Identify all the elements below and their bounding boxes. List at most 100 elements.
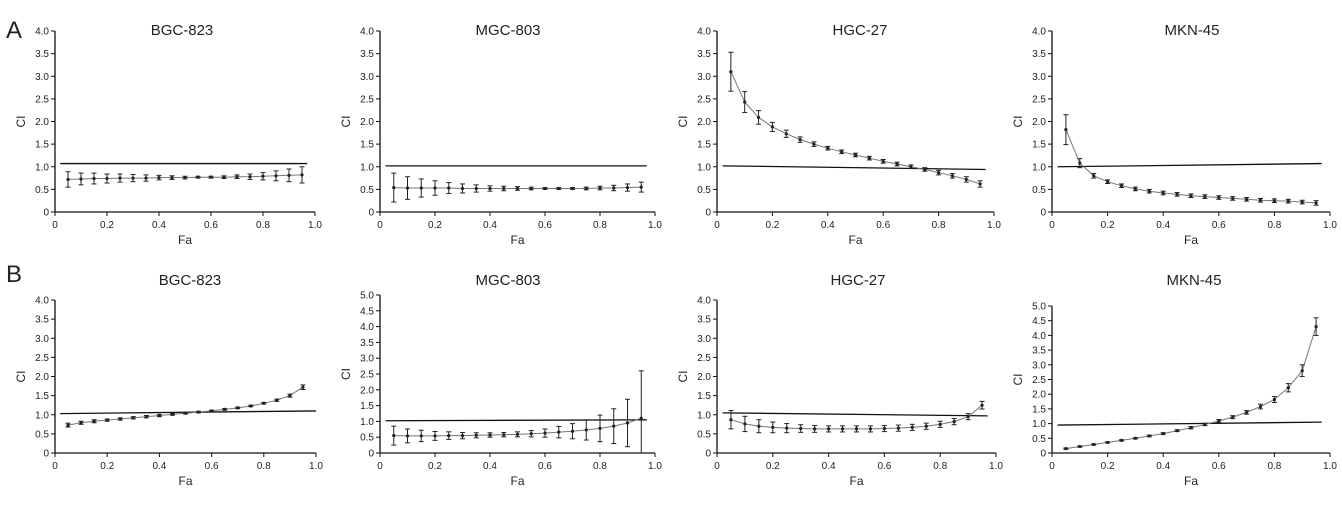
x-tick-label: 0.4 [483,461,497,472]
y-tick-label: 0.5 [697,429,711,440]
y-tick-label: 0 [1040,449,1046,460]
x-axis-label: Fa [1184,233,1198,247]
data-point [405,186,410,190]
x-tick-label: 0.8 [932,220,946,231]
x-tick-label: 0.2 [765,220,779,231]
y-tick-label: 2.5 [697,353,711,364]
data-point [474,186,478,191]
x-tick-label: 0 [52,461,58,472]
data-point [118,176,122,180]
data-point [853,153,858,157]
data-point [79,421,83,425]
y-tick-label: 2.5 [1032,375,1046,386]
data-point [529,432,533,436]
y-tick-label: 2.5 [1032,94,1046,105]
data-point [543,186,547,191]
data-point [840,150,844,154]
data-point [639,416,643,420]
chart-a-mgc-803: MGC-803 0 0.5 1.0 1.5 2.0 2.5 3.0 3.5 4.0 0 0.2 0.4 0… [339,22,662,247]
reference-line-ci-1 [722,165,986,171]
chart-title: HGC-27 [830,272,885,289]
data-point [447,434,451,438]
data-point [79,177,83,181]
data-point [964,177,968,182]
y-tick-label: 2.5 [360,370,374,381]
x-tick-label: 0.4 [821,220,835,231]
panel-label-b: B [6,261,22,288]
data-point [1147,189,1151,193]
chart-b-mkn-45: MKN-45 0 0.5 1.0 1.5 2.0 2.5 3.0 3.5 4.0 4.5 5.0 0 0.… [1011,272,1337,488]
y-tick-label: 3.5 [697,49,711,60]
y-tick-label: 0.5 [360,185,374,196]
data-point [1161,431,1165,436]
data-point [170,176,174,180]
data-point [1314,324,1318,329]
data-point [826,146,830,150]
y-tick-label: 1.0 [360,162,374,173]
chart-title: HGC-27 [832,22,887,39]
chart-title: MKN-45 [1164,22,1219,39]
x-tick-label: 0.6 [1212,461,1226,472]
y-tick-label: 2.0 [697,372,711,383]
data-point [557,430,561,434]
x-tick-label: 0.8 [933,461,947,472]
data-point [612,424,616,428]
data-point [262,401,266,405]
data-point [392,185,396,190]
y-tick-label: 4.0 [35,296,49,307]
data-point [529,186,533,191]
y-tick-label: 3.0 [35,334,49,345]
y-tick-label: 4.0 [697,27,711,38]
data-point [598,186,602,190]
x-tick-label: 0.4 [1156,220,1170,231]
y-tick-label: 3.0 [35,72,49,83]
data-point [1231,415,1235,419]
data-point [896,426,900,430]
data-point [274,174,278,178]
data-point [105,418,109,422]
x-tick-label: 0.4 [822,461,836,472]
x-tick-label: 1.0 [309,461,323,472]
data-point [743,422,747,426]
y-tick-label: 4.5 [1032,316,1046,327]
y-tick-label: 2.5 [360,94,374,105]
y-tick-label: 2.5 [35,353,49,364]
data-point [1272,199,1276,203]
chart-a-bgc-823: BGC-823 0 0.5 1.0 1.5 2.0 2.5 3.0 3.5 4.0 0 0.2 0.4 0… [14,22,322,247]
y-tick-label: 3.0 [697,72,711,83]
data-point [474,433,478,437]
y-tick-label: 0.5 [697,185,711,196]
chart-a-mkn-45: MKN-45 0 0.5 1.0 1.5 2.0 2.5 3.0 3.5 4.0 0 0.2 0.4 0.… [1011,22,1337,247]
data-point [812,142,816,146]
y-tick-label: 4.5 [360,306,374,317]
x-axis-label: Fa [849,474,863,488]
y-tick-label: 0.5 [1032,185,1046,196]
y-tick-label: 2.5 [697,94,711,105]
data-point [1245,410,1249,415]
data-point [1300,200,1304,204]
x-tick-label: 0.4 [483,220,497,231]
data-point [287,173,291,177]
y-tick-label: 2.0 [360,117,374,128]
data-point [515,432,520,436]
y-tick-label: 0.5 [360,433,374,444]
data-point [867,156,871,160]
y-tick-label: 4.0 [35,27,49,38]
x-axis-label: Fa [178,474,192,488]
y-tick-label: 1.5 [35,140,49,151]
data-point [937,171,941,175]
y-axis-label: CI [14,116,28,128]
data-point [1106,440,1110,445]
x-tick-label: 0.6 [876,220,890,231]
y-tick-label: 1.0 [1032,162,1046,173]
data-point [1078,444,1082,449]
y-tick-label: 4.0 [1032,331,1046,342]
data-point [502,433,506,437]
data-point [570,429,575,433]
x-axis-label: Fa [848,233,862,247]
data-point [770,125,775,129]
y-tick-label: 0 [1040,208,1046,219]
data-point [209,175,213,179]
data-point [1078,161,1082,165]
y-tick-label: 0 [43,208,49,219]
